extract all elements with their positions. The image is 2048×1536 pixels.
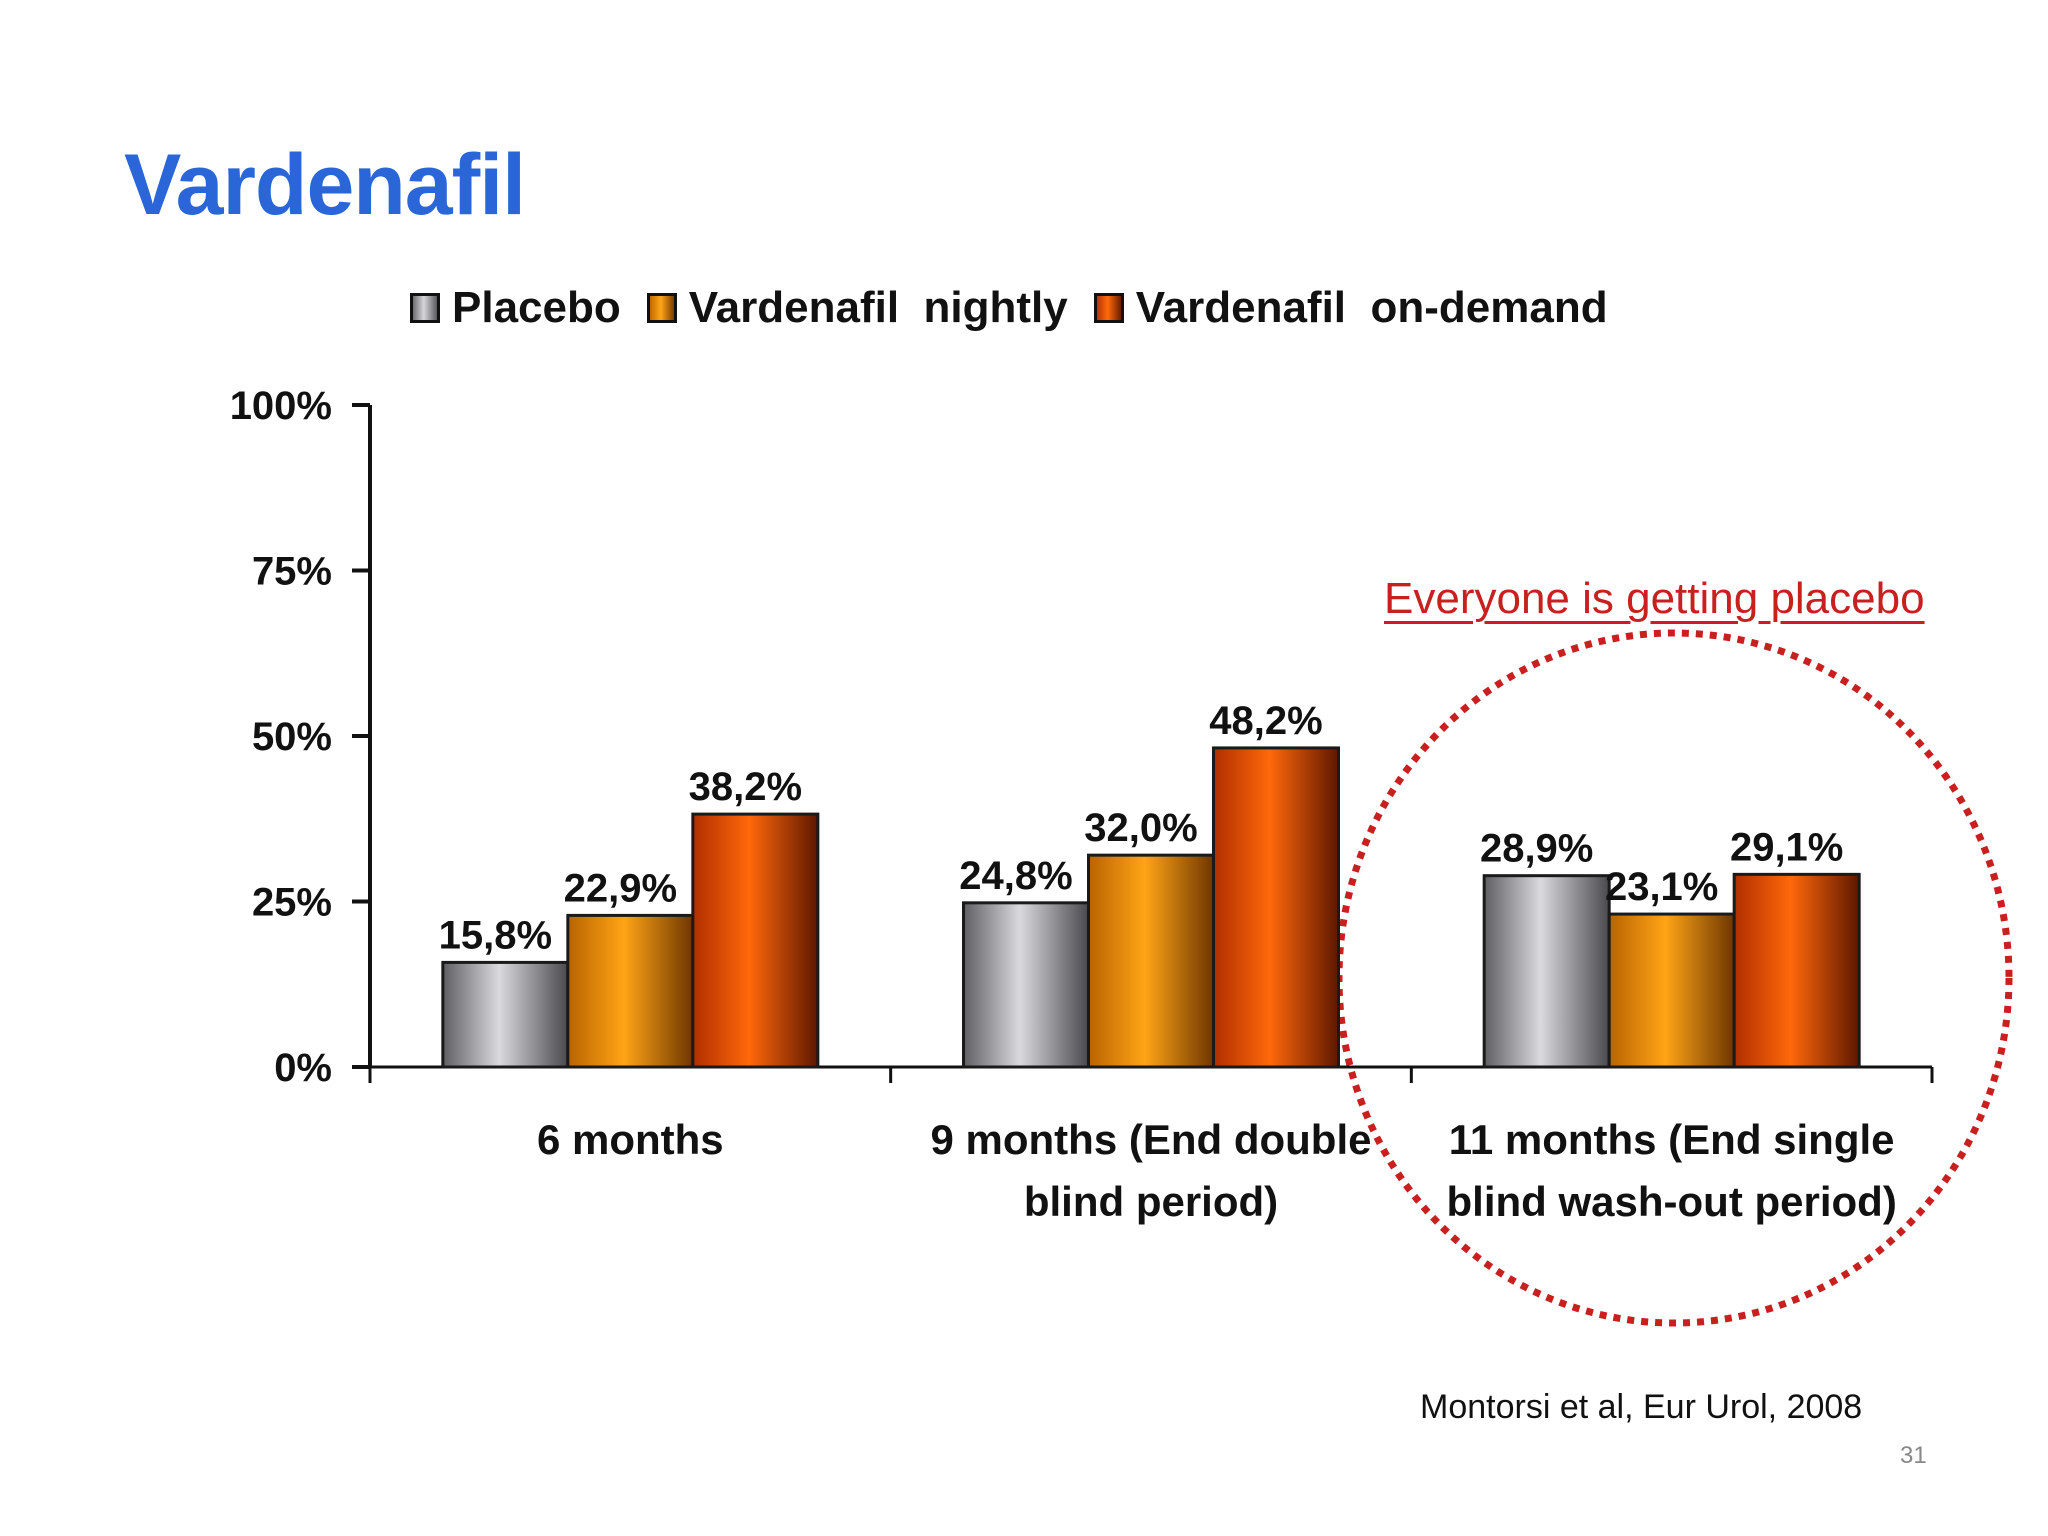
bar-on-demand bbox=[1212, 746, 1340, 1069]
y-tick-label: 25% bbox=[252, 881, 332, 925]
bar-nightly bbox=[1087, 853, 1215, 1069]
y-tick-label: 0% bbox=[274, 1046, 332, 1090]
legend-label-on-demand: Vardenafil on-demand bbox=[1135, 283, 1608, 332]
data-label: 29,1% bbox=[1730, 825, 1843, 869]
page-number: 31 bbox=[1900, 1442, 1927, 1469]
data-label: 24,8% bbox=[959, 854, 1072, 898]
y-tick-label: 100% bbox=[230, 384, 332, 428]
legend-item-placebo: Placebo bbox=[410, 283, 621, 333]
data-label: 48,2% bbox=[1209, 699, 1322, 743]
bar-on-demand bbox=[691, 812, 820, 1069]
data-label: 22,9% bbox=[564, 866, 677, 910]
data-label: 28,9% bbox=[1480, 827, 1593, 871]
bar-nightly bbox=[1607, 912, 1736, 1069]
category-label: 11 months (End single bbox=[1449, 1116, 1895, 1163]
legend-swatch-placebo bbox=[410, 293, 440, 323]
annotation-everyone-placebo: Everyone is getting placebo bbox=[1384, 574, 1925, 623]
bar-on-demand bbox=[1732, 872, 1861, 1069]
chart-legend: Placebo Vardenafil nightly Vardenafil on… bbox=[410, 283, 1634, 333]
slide-title: Vardenafil bbox=[124, 137, 526, 233]
legend-item-on-demand: Vardenafil on-demand bbox=[1093, 283, 1608, 333]
legend-label-placebo: Placebo bbox=[452, 283, 621, 332]
legend-label-nightly: Vardenafil nightly bbox=[688, 283, 1068, 332]
category-label: blind wash-out period) bbox=[1447, 1178, 1897, 1225]
data-label: 32,0% bbox=[1084, 806, 1197, 850]
bar-placebo bbox=[441, 960, 570, 1069]
chart-data-labels: 15,8% 22,9% 38,2% 24,8% 32,0% 48,2% 28,9% 23,1%… bbox=[439, 699, 1844, 957]
data-label: 23,1% bbox=[1605, 865, 1718, 909]
legend-swatch-nightly bbox=[646, 293, 677, 323]
legend-swatch-on-demand bbox=[1093, 293, 1124, 323]
y-tick-label: 75% bbox=[252, 550, 332, 594]
data-label: 38,2% bbox=[689, 765, 802, 809]
category-label: 9 months (End double bbox=[931, 1116, 1372, 1163]
bar-placebo bbox=[1482, 874, 1611, 1069]
chart-bars bbox=[441, 746, 1861, 1069]
bar-placebo bbox=[962, 901, 1090, 1069]
legend-item-nightly: Vardenafil nightly bbox=[646, 283, 1068, 333]
category-label: blind period) bbox=[1024, 1178, 1278, 1225]
category-label: 6 months bbox=[537, 1116, 724, 1163]
chart-category-labels: 6 months 9 months (End double blind period… bbox=[537, 1116, 1897, 1225]
data-label: 15,8% bbox=[439, 913, 552, 957]
bar-nightly bbox=[566, 913, 695, 1069]
y-tick-label: 50% bbox=[252, 715, 332, 759]
citation: Montorsi et al, Eur Urol, 2008 bbox=[1420, 1388, 1863, 1426]
